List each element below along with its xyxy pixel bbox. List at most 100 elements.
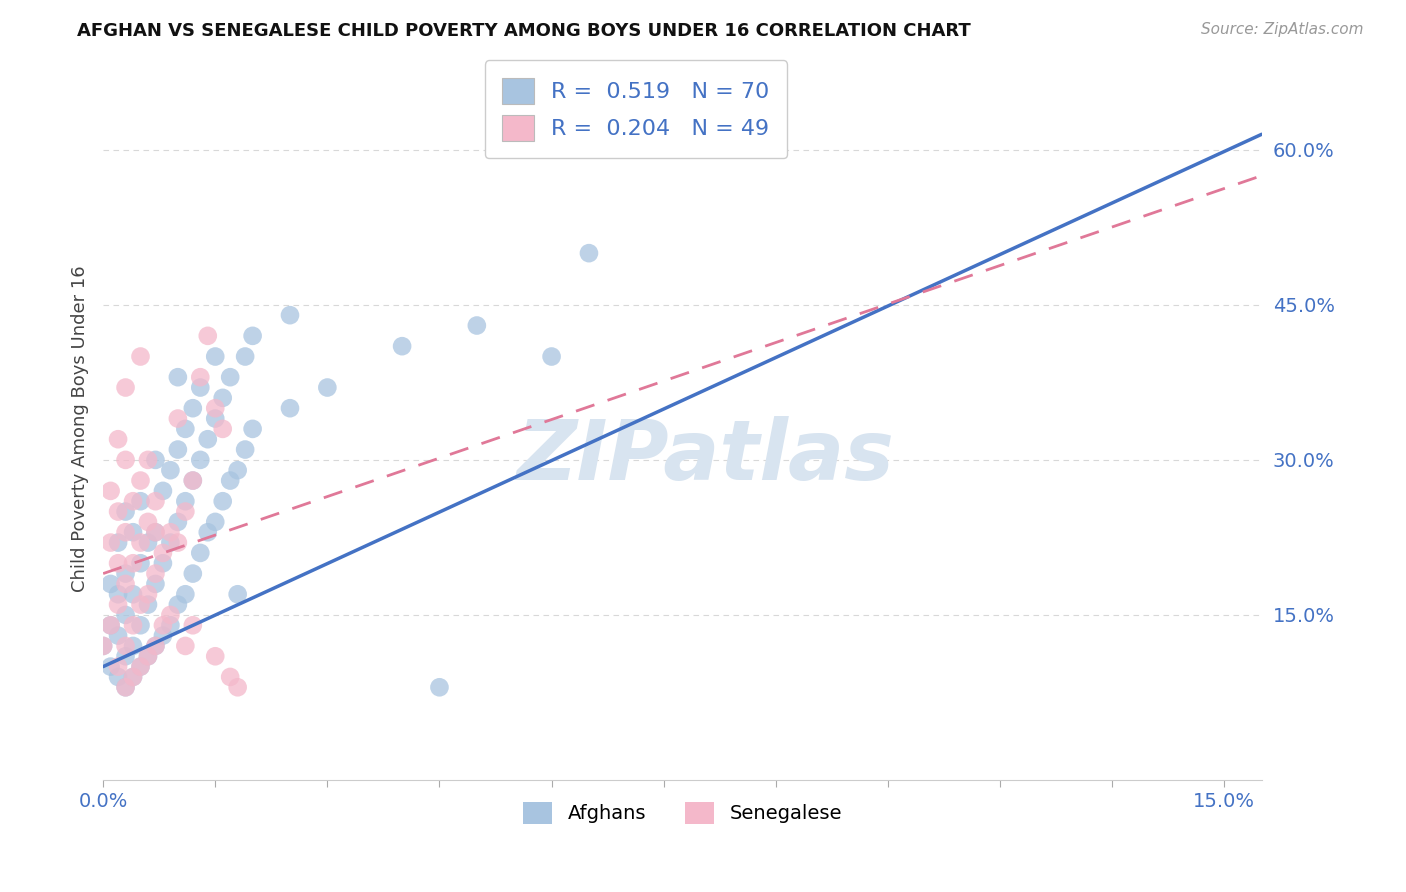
Point bbox=[107, 659, 129, 673]
Point bbox=[136, 649, 159, 664]
Point bbox=[174, 639, 197, 653]
Point bbox=[100, 483, 122, 498]
Point bbox=[122, 525, 145, 540]
Point bbox=[122, 618, 145, 632]
Point bbox=[122, 556, 145, 570]
Point bbox=[211, 391, 233, 405]
Point bbox=[122, 494, 145, 508]
Point bbox=[107, 556, 129, 570]
Point bbox=[211, 422, 233, 436]
Point bbox=[100, 618, 122, 632]
Point bbox=[129, 659, 152, 673]
Point bbox=[159, 607, 181, 622]
Point bbox=[159, 535, 181, 549]
Point bbox=[167, 442, 190, 457]
Point bbox=[145, 525, 167, 540]
Point bbox=[91, 639, 114, 653]
Point bbox=[219, 474, 242, 488]
Point bbox=[197, 432, 219, 446]
Point bbox=[107, 587, 129, 601]
Point bbox=[152, 546, 174, 560]
Point bbox=[114, 380, 136, 394]
Point bbox=[188, 370, 211, 384]
Point bbox=[114, 680, 136, 694]
Point bbox=[100, 618, 122, 632]
Point bbox=[211, 494, 233, 508]
Point bbox=[114, 505, 136, 519]
Point bbox=[167, 535, 190, 549]
Text: AFGHAN VS SENEGALESE CHILD POVERTY AMONG BOYS UNDER 16 CORRELATION CHART: AFGHAN VS SENEGALESE CHILD POVERTY AMONG… bbox=[77, 22, 972, 40]
Point bbox=[107, 432, 129, 446]
Point bbox=[219, 670, 242, 684]
Point bbox=[145, 494, 167, 508]
Point bbox=[129, 556, 152, 570]
Point bbox=[136, 515, 159, 529]
Point bbox=[122, 670, 145, 684]
Point bbox=[107, 535, 129, 549]
Point bbox=[391, 339, 413, 353]
Point bbox=[181, 618, 204, 632]
Point bbox=[145, 639, 167, 653]
Point bbox=[167, 370, 190, 384]
Point bbox=[114, 577, 136, 591]
Point bbox=[122, 639, 145, 653]
Point bbox=[107, 505, 129, 519]
Point bbox=[159, 463, 181, 477]
Point bbox=[129, 494, 152, 508]
Point bbox=[145, 453, 167, 467]
Point bbox=[188, 453, 211, 467]
Point bbox=[181, 401, 204, 416]
Y-axis label: Child Poverty Among Boys Under 16: Child Poverty Among Boys Under 16 bbox=[72, 266, 89, 592]
Text: ZIPatlas: ZIPatlas bbox=[516, 417, 894, 498]
Point bbox=[145, 566, 167, 581]
Point bbox=[122, 670, 145, 684]
Point bbox=[152, 556, 174, 570]
Legend: Afghans, Senegalese: Afghans, Senegalese bbox=[513, 792, 852, 834]
Point bbox=[145, 577, 167, 591]
Point bbox=[152, 629, 174, 643]
Point bbox=[159, 618, 181, 632]
Point bbox=[233, 350, 256, 364]
Point bbox=[167, 411, 190, 425]
Point bbox=[174, 505, 197, 519]
Point bbox=[188, 380, 211, 394]
Point bbox=[578, 246, 600, 260]
Point bbox=[219, 370, 242, 384]
Point bbox=[181, 474, 204, 488]
Point bbox=[129, 659, 152, 673]
Point bbox=[174, 422, 197, 436]
Point bbox=[145, 525, 167, 540]
Point bbox=[242, 422, 264, 436]
Point bbox=[197, 329, 219, 343]
Point bbox=[226, 463, 249, 477]
Point bbox=[159, 525, 181, 540]
Point bbox=[145, 639, 167, 653]
Point bbox=[152, 618, 174, 632]
Text: Source: ZipAtlas.com: Source: ZipAtlas.com bbox=[1201, 22, 1364, 37]
Point bbox=[429, 680, 451, 694]
Point bbox=[122, 587, 145, 601]
Point bbox=[152, 483, 174, 498]
Point bbox=[226, 680, 249, 694]
Point bbox=[100, 535, 122, 549]
Point bbox=[204, 649, 226, 664]
Point bbox=[114, 566, 136, 581]
Point bbox=[129, 618, 152, 632]
Point bbox=[136, 598, 159, 612]
Point bbox=[129, 535, 152, 549]
Point bbox=[197, 525, 219, 540]
Point bbox=[278, 308, 301, 322]
Point bbox=[233, 442, 256, 457]
Point bbox=[114, 680, 136, 694]
Point bbox=[136, 535, 159, 549]
Point bbox=[181, 566, 204, 581]
Point bbox=[204, 411, 226, 425]
Point bbox=[100, 659, 122, 673]
Point bbox=[129, 474, 152, 488]
Point bbox=[174, 494, 197, 508]
Point bbox=[204, 401, 226, 416]
Point bbox=[242, 329, 264, 343]
Point bbox=[278, 401, 301, 416]
Point bbox=[114, 525, 136, 540]
Point bbox=[114, 453, 136, 467]
